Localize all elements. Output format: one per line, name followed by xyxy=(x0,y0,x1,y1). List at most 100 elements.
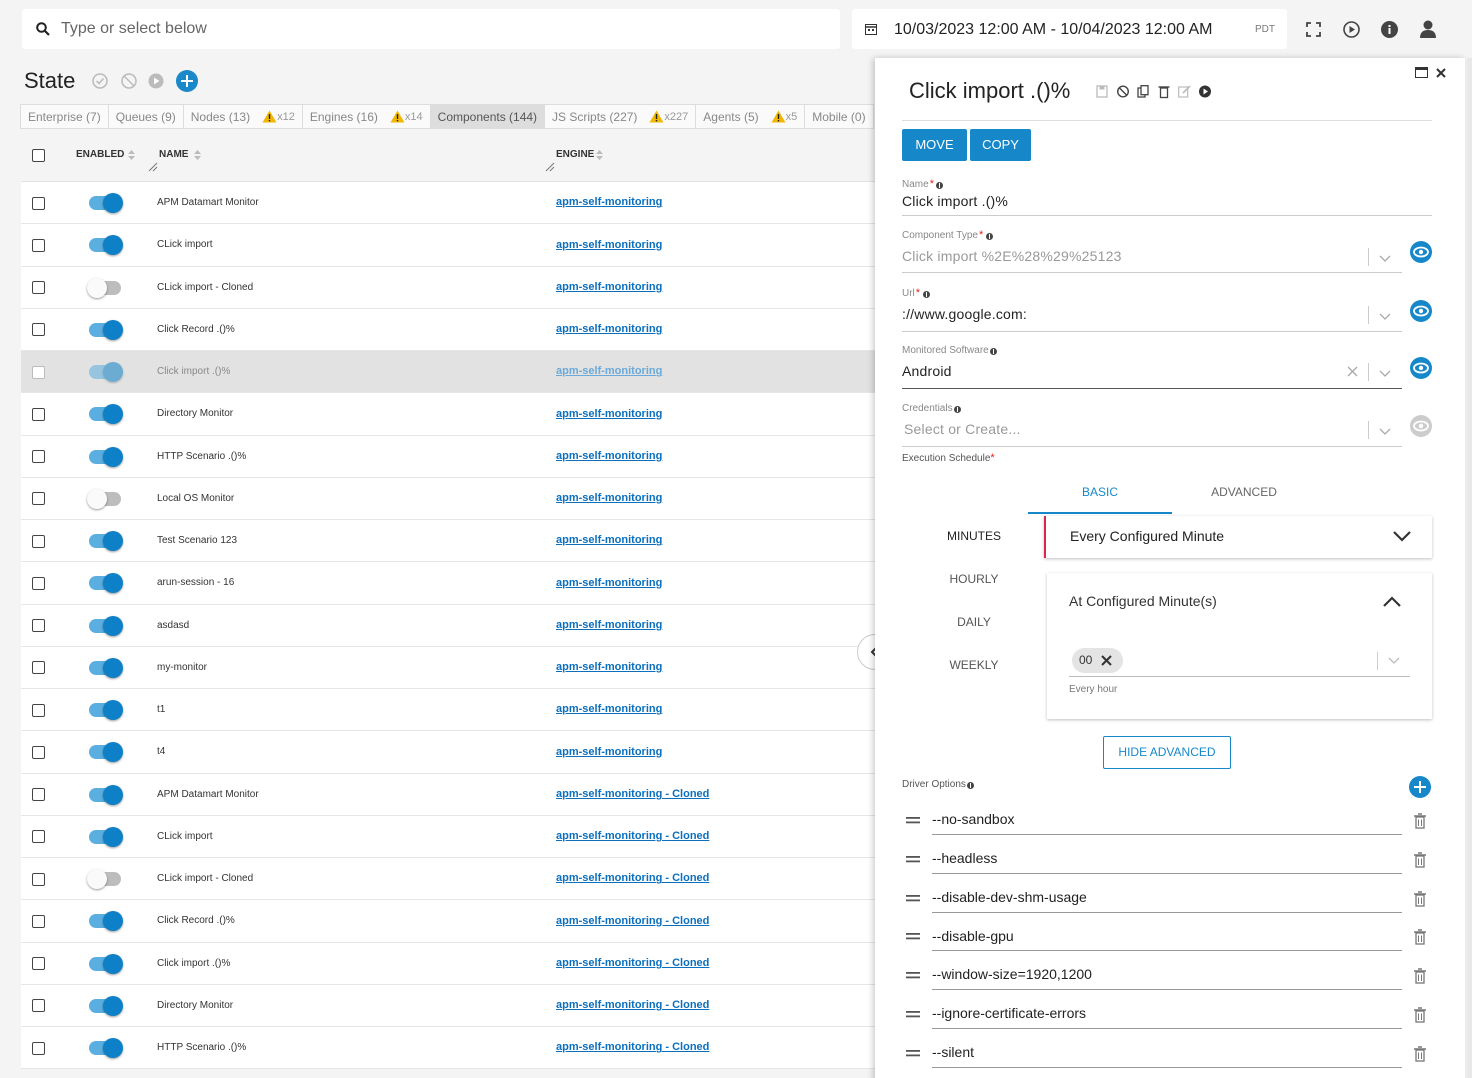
tab[interactable]: JS Scripts (227) x227 xyxy=(544,104,697,129)
delete-icon-part[interactable] xyxy=(1415,932,1425,946)
disable-all-icon[interactable] xyxy=(121,73,137,89)
help-icon-part[interactable] xyxy=(988,233,990,239)
drag-handle[interactable] xyxy=(906,817,920,824)
enabled-toggle[interactable] xyxy=(87,700,123,721)
table-row[interactable]: APM Datamart Monitor apm-self-monitoring … xyxy=(21,773,881,816)
checkbox[interactable] xyxy=(32,323,45,337)
column-resizer-part[interactable] xyxy=(148,162,158,172)
enabled-toggle[interactable] xyxy=(87,573,123,594)
date-range[interactable]: 10/03/2023 12:00 AM - 10/04/2023 12:00 A… xyxy=(852,9,1287,49)
driver-option-value[interactable]: --window-size=1920,1200 xyxy=(932,966,1092,983)
enable-all-icon-part[interactable] xyxy=(92,73,108,89)
checkbox[interactable] xyxy=(32,745,45,759)
checkbox[interactable] xyxy=(32,576,45,590)
schedule-tab[interactable]: BASIC xyxy=(1028,478,1172,514)
hide-advanced-button[interactable]: HIDE ADVANCED xyxy=(1103,736,1231,769)
drag-handle[interactable] xyxy=(906,933,920,940)
enabled-toggle[interactable] xyxy=(87,826,123,847)
engine-link[interactable]: apm-self-monitoring xyxy=(556,661,663,674)
delete-icon[interactable] xyxy=(1413,1007,1427,1023)
reveal-icon-part[interactable] xyxy=(1413,362,1429,374)
reveal-icon-part[interactable] xyxy=(1413,420,1429,432)
engine-link[interactable]: apm-self-monitoring - Cloned xyxy=(556,914,710,927)
enable-all-icon[interactable] xyxy=(92,73,108,89)
delete-icon[interactable] xyxy=(1413,813,1427,829)
drag-handle[interactable] xyxy=(906,855,920,863)
sort-icon-part[interactable] xyxy=(596,156,603,160)
tab[interactable]: Enterprise (7) xyxy=(20,104,109,129)
checkbox[interactable] xyxy=(32,492,45,506)
delete-icon[interactable] xyxy=(1413,929,1427,946)
table-row[interactable]: Local OS Monitor apm-self-monitoring xyxy=(21,477,881,520)
delete-icon-part[interactable] xyxy=(1415,971,1425,984)
help-icon-part[interactable] xyxy=(970,782,972,788)
drag-handle-part[interactable] xyxy=(906,1011,920,1013)
play-icon[interactable] xyxy=(1343,21,1360,38)
engine-link[interactable]: apm-self-monitoring xyxy=(556,618,663,631)
checkbox[interactable] xyxy=(32,830,45,844)
enabled-toggle[interactable] xyxy=(87,657,123,678)
enabled-toggle[interactable] xyxy=(87,277,123,298)
enable-all-icon-part[interactable] xyxy=(95,77,105,85)
delete-icon-part[interactable] xyxy=(1415,855,1425,868)
sort-icon-part[interactable] xyxy=(596,150,603,154)
fullscreen-icon-part[interactable] xyxy=(1306,22,1311,27)
table-row[interactable]: Directory Monitor apm-self-monitoring - C… xyxy=(21,984,881,1027)
drag-handle-part[interactable] xyxy=(906,817,920,819)
schedule-tab[interactable]: ADVANCED xyxy=(1172,478,1316,514)
drag-handle[interactable] xyxy=(906,1011,920,1018)
save-icon-part[interactable] xyxy=(1099,86,1105,90)
expand-arrow-part[interactable] xyxy=(1393,531,1411,542)
enabled-toggle[interactable] xyxy=(87,911,123,932)
info-icon[interactable] xyxy=(1381,21,1398,38)
drag-handle-part[interactable] xyxy=(906,855,920,858)
add-icon[interactable] xyxy=(176,70,198,92)
checkbox[interactable] xyxy=(32,365,45,379)
tab[interactable]: Nodes (13) x12 xyxy=(182,104,303,129)
reveal-icon-part[interactable] xyxy=(1418,249,1424,255)
save-icon[interactable] xyxy=(1096,85,1108,98)
add-icon-part[interactable] xyxy=(181,80,193,82)
enabled-toggle[interactable] xyxy=(87,742,123,763)
delete-icon-part[interactable] xyxy=(1415,1049,1425,1062)
maximize-icon-part[interactable] xyxy=(1415,67,1428,71)
clone-icon[interactable] xyxy=(1137,85,1149,98)
period-option[interactable]: WEEKLY xyxy=(949,657,999,672)
period-option[interactable]: DAILY xyxy=(957,614,991,629)
dropdown-arrow-part[interactable] xyxy=(1379,255,1391,262)
collapse-arrow[interactable] xyxy=(1383,596,1401,607)
checkbox[interactable] xyxy=(32,872,45,886)
sort-icon-part[interactable] xyxy=(194,156,201,160)
mode-select[interactable]: Every Configured Minute xyxy=(1044,516,1432,558)
drag-handle-part[interactable] xyxy=(906,894,920,897)
help-icon-part[interactable] xyxy=(925,291,927,297)
enabled-toggle[interactable] xyxy=(87,995,123,1016)
field-value[interactable]: Click import %2E%28%29%25123 xyxy=(902,248,1122,265)
dropdown-arrow-part[interactable] xyxy=(1379,370,1391,377)
engine-link[interactable]: apm-self-monitoring - Cloned xyxy=(556,956,710,969)
help-icon-part[interactable] xyxy=(993,348,995,354)
tab[interactable]: Mobile (0) xyxy=(804,104,874,129)
table-row[interactable]: arun-session - 16 apm-self-monitoring xyxy=(21,562,881,605)
run-icon-part[interactable] xyxy=(1203,88,1208,95)
chip-remove[interactable] xyxy=(1101,655,1112,666)
minute-chip[interactable]: 00 xyxy=(1072,648,1123,673)
tab[interactable]: Engines (16) x14 xyxy=(301,104,431,129)
column-header[interactable]: ENABLED xyxy=(76,149,125,160)
driver-option-value[interactable]: --headless xyxy=(932,849,998,866)
play-icon-part[interactable] xyxy=(1349,26,1356,33)
checkbox[interactable] xyxy=(32,238,45,252)
drag-handle-part[interactable] xyxy=(906,899,920,901)
drag-handle[interactable] xyxy=(906,894,920,902)
engine-link[interactable]: apm-self-monitoring xyxy=(556,576,663,589)
add-option-icon[interactable] xyxy=(1409,776,1431,798)
column-header[interactable]: NAME xyxy=(159,149,189,160)
reveal-icon-part[interactable] xyxy=(1413,305,1429,317)
edit-icon[interactable] xyxy=(1178,85,1191,98)
reveal-icon-part[interactable] xyxy=(1418,308,1424,314)
driver-option-value[interactable]: --disable-gpu xyxy=(932,927,1014,944)
table-row[interactable]: my-monitor apm-self-monitoring xyxy=(21,646,881,689)
delete-icon-part[interactable] xyxy=(1415,893,1425,907)
reveal-icon-part[interactable] xyxy=(1413,246,1429,258)
user-icon-part[interactable] xyxy=(1420,30,1436,38)
